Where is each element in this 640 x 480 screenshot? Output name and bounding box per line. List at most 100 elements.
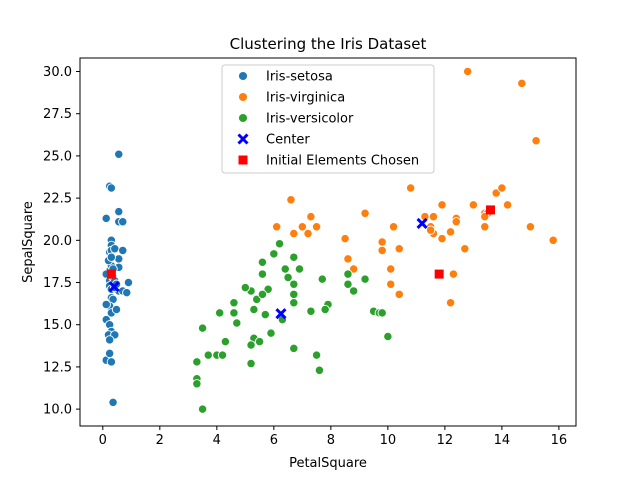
data-point	[104, 335, 115, 345]
data-point	[437, 233, 447, 244]
x-tick-label: 16	[551, 433, 568, 448]
data-point	[406, 183, 416, 193]
data-point	[480, 212, 490, 222]
data-point	[306, 212, 316, 222]
y-axis-label: SepalSquare	[21, 201, 36, 283]
data-point	[280, 264, 290, 274]
data-point	[257, 289, 268, 299]
data-point	[386, 279, 396, 289]
x-axis-label: PetalSquare	[289, 456, 367, 471]
data-point	[428, 212, 439, 222]
data-point	[108, 397, 118, 408]
data-point	[106, 357, 117, 367]
x-tick-label: 2	[156, 433, 164, 448]
data-point	[246, 340, 256, 350]
data-point	[314, 365, 325, 375]
data-point	[360, 208, 370, 218]
data-point	[217, 350, 228, 360]
data-point	[229, 308, 239, 318]
data-point	[111, 304, 122, 315]
data-point	[272, 222, 282, 232]
data-point	[123, 277, 134, 288]
data-point	[215, 308, 225, 318]
data-point	[349, 264, 359, 274]
data-point	[274, 239, 285, 249]
x-tick-label: 0	[99, 433, 107, 448]
y-tick-label: 27.5	[43, 107, 72, 122]
data-point	[110, 244, 120, 254]
data-point	[306, 306, 316, 316]
data-point	[340, 233, 350, 244]
data-point	[286, 195, 296, 205]
legend-marker	[238, 92, 248, 102]
data-point	[343, 254, 353, 264]
center-marker	[108, 281, 120, 293]
data-point	[394, 244, 404, 254]
chart-title: Clustering the Iris Dataset	[230, 35, 427, 53]
data-point	[377, 237, 387, 247]
data-point	[220, 336, 231, 347]
legend-marker	[238, 113, 248, 123]
data-point	[106, 252, 117, 262]
data-point	[106, 183, 117, 193]
data-point	[240, 282, 250, 293]
y-tick-label: 15.0	[43, 318, 72, 333]
data-point	[360, 274, 370, 284]
data-point	[192, 357, 202, 367]
x-tick-label: 12	[437, 433, 454, 448]
data-point	[269, 249, 279, 259]
legend-marker	[238, 155, 248, 165]
y-axis: 10.0 12.5 15.0 17.5 20.0 22.5 25.0 27.5 30.0	[43, 65, 80, 418]
data-point	[303, 228, 313, 239]
data-point	[229, 298, 239, 308]
data-point	[289, 279, 299, 289]
data-point	[548, 235, 558, 245]
data-point	[101, 213, 111, 224]
data-point	[192, 379, 202, 389]
data-point	[289, 252, 299, 262]
initial-element-marker	[106, 269, 116, 279]
legend: Iris-setosa Iris-virginica Iris-versicolor…	[221, 64, 435, 174]
y-tick-label: 25.0	[43, 149, 72, 164]
data-point	[249, 304, 259, 315]
y-tick-label: 10.0	[43, 403, 72, 418]
initial-element-marker	[485, 205, 495, 215]
data-point	[502, 200, 513, 210]
data-point	[283, 272, 293, 283]
data-point	[451, 217, 461, 227]
data-point	[297, 222, 307, 232]
legend-label: Iris-virginica	[266, 91, 345, 106]
legend-marker	[237, 133, 249, 145]
legend-label: Center	[266, 133, 310, 148]
x-tick-label: 4	[213, 433, 221, 448]
data-point	[118, 217, 128, 227]
series-center	[108, 217, 428, 320]
data-point	[263, 284, 273, 294]
data-point	[232, 318, 242, 328]
data-point	[448, 269, 459, 279]
data-point	[349, 286, 359, 296]
series-iris-virginica	[272, 66, 558, 308]
data-point	[252, 294, 262, 305]
series-iris-versicolor	[192, 239, 393, 414]
data-point	[463, 66, 473, 77]
data-point	[311, 222, 322, 232]
data-point	[122, 287, 132, 298]
legend-marker	[238, 71, 248, 81]
data-point	[289, 228, 299, 239]
legend-entry: Iris-versicolor	[238, 112, 354, 127]
legend-entry: Center	[237, 133, 310, 148]
legend-entries: Iris-setosa Iris-virginica Iris-versicolor…	[237, 70, 419, 169]
data-point	[118, 245, 128, 256]
data-point	[388, 222, 399, 232]
y-tick-label: 17.5	[43, 276, 72, 291]
data-point	[197, 404, 208, 414]
center-marker	[416, 217, 428, 229]
legend-label: Iris-versicolor	[266, 112, 354, 127]
data-point	[317, 274, 327, 284]
data-point	[425, 225, 436, 235]
data-point	[197, 323, 208, 333]
data-point	[260, 309, 270, 320]
y-tick-label: 30.0	[43, 65, 72, 80]
data-point	[377, 308, 387, 318]
